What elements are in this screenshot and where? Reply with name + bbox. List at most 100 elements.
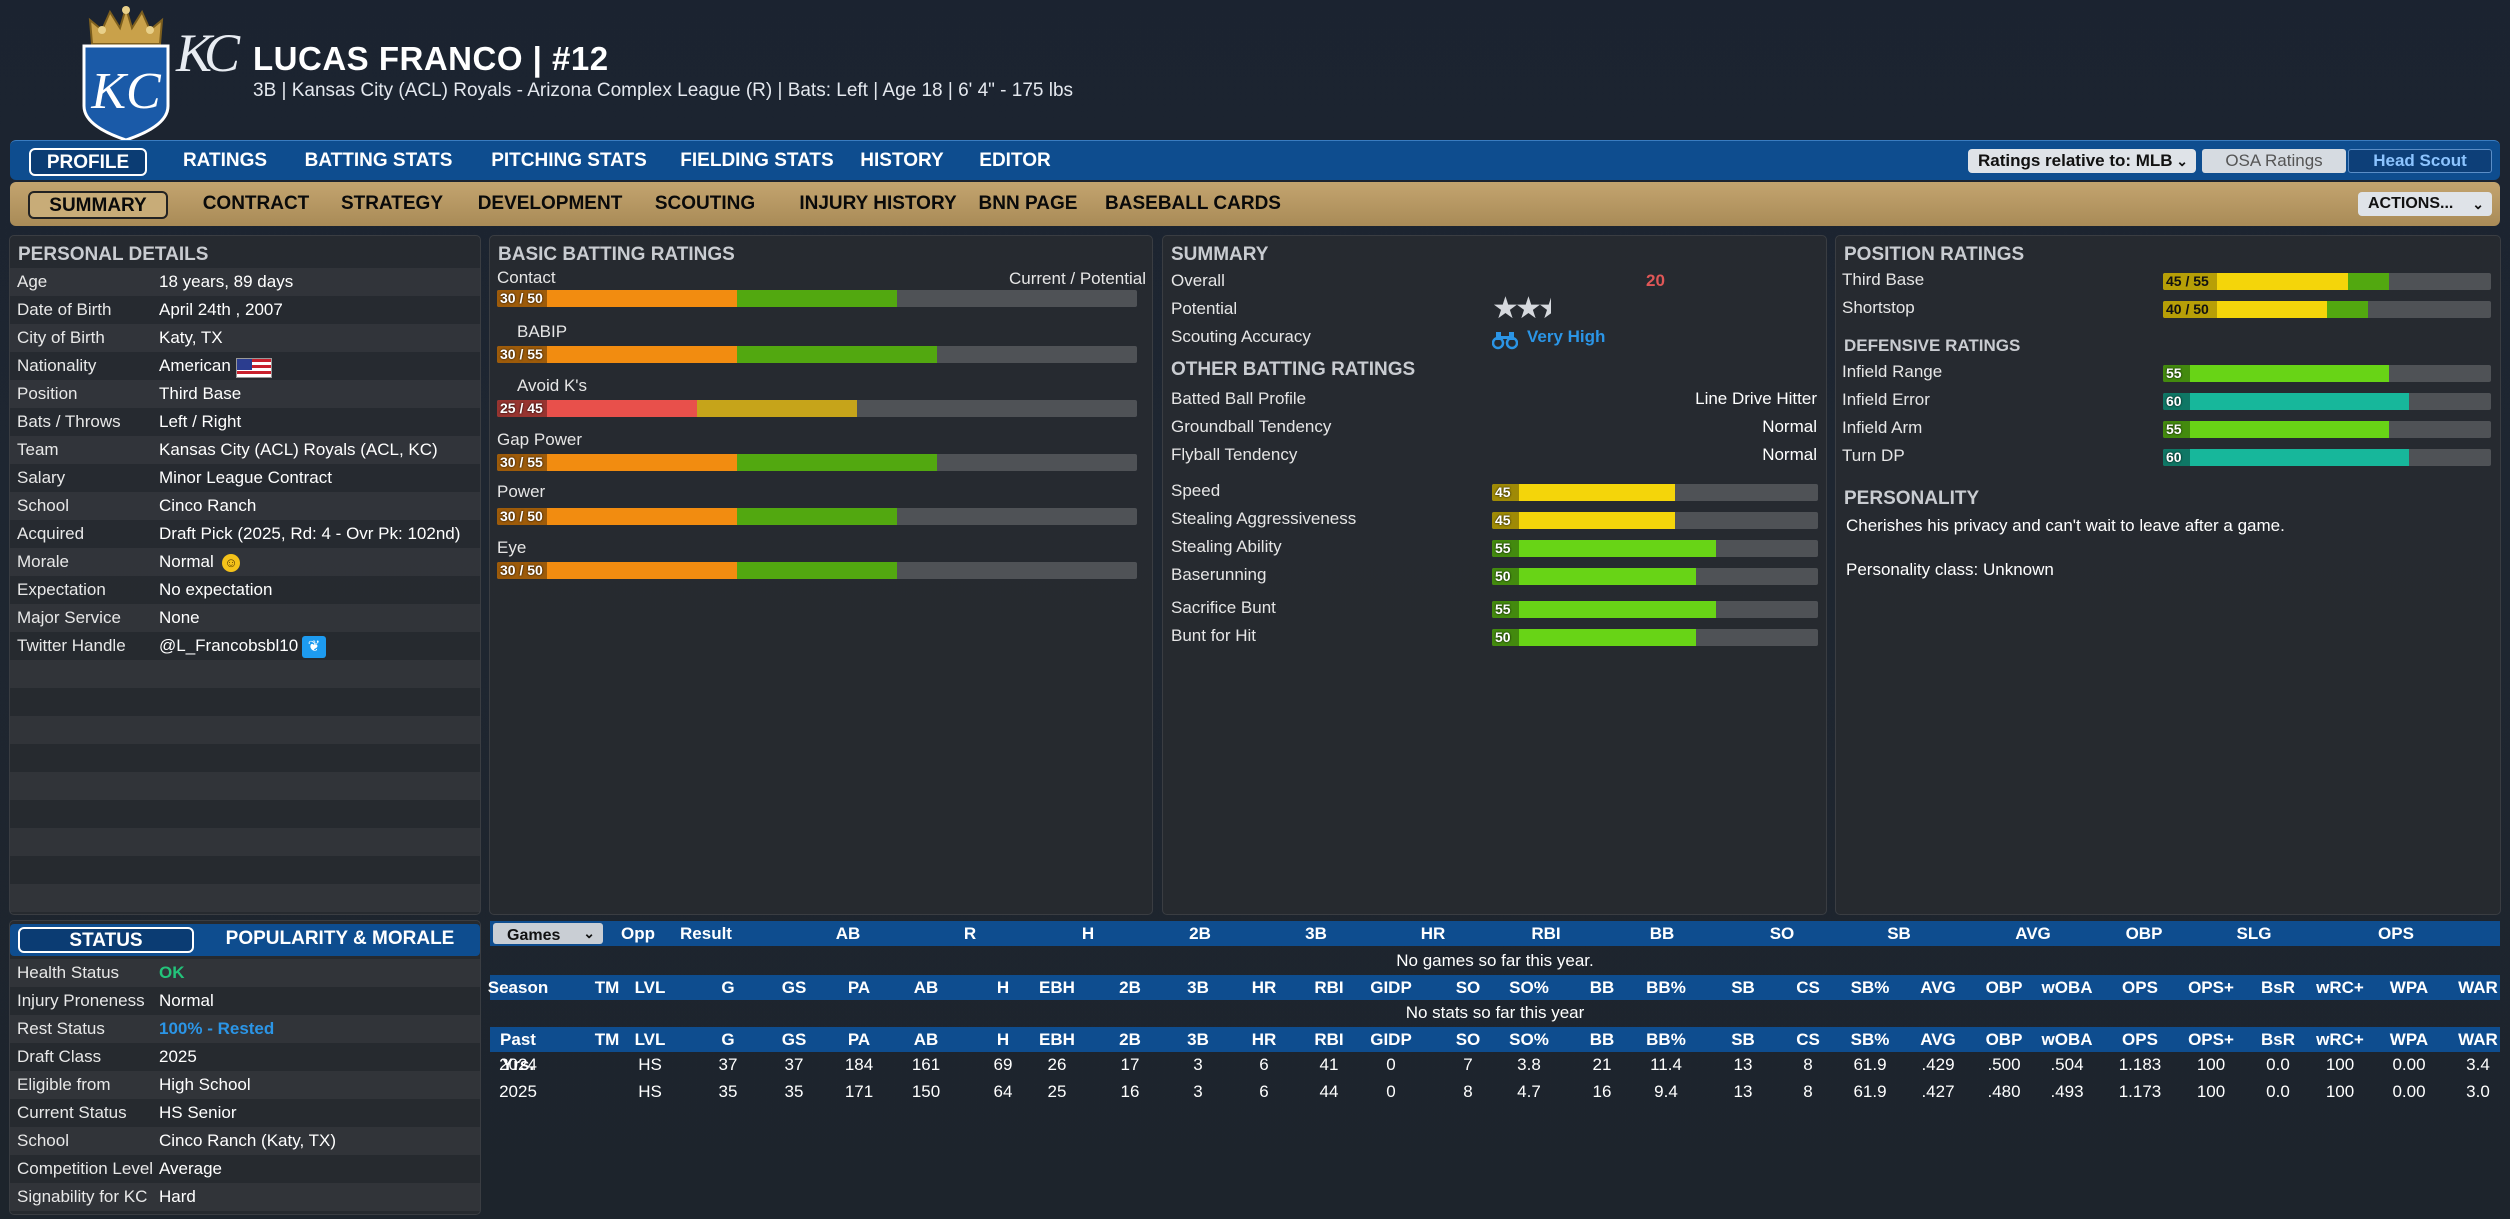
stats-col-header[interactable]: G [721, 978, 735, 997]
tab-status[interactable]: STATUS [18, 927, 194, 953]
tab-editor[interactable]: EDITOR [979, 150, 1051, 171]
stats-col-header[interactable]: Season [487, 978, 549, 997]
stats-col-header[interactable]: GS [781, 1030, 807, 1049]
games-col-header[interactable]: SO [1769, 924, 1795, 943]
stats-col-header[interactable]: EBH [1039, 978, 1075, 997]
stats-col-header[interactable]: AVG [1920, 1030, 1956, 1049]
games-col-header[interactable]: SLG [2236, 924, 2272, 943]
games-dropdown[interactable]: Games ⌄ [493, 923, 603, 944]
stats-col-header[interactable]: BsR [2260, 978, 2295, 997]
stats-col-header[interactable]: OPS+ [2188, 1030, 2234, 1049]
games-col-header[interactable]: AVG [2015, 924, 2051, 943]
stats-col-header[interactable]: SB [1731, 978, 1755, 997]
stats-col-header[interactable]: H [996, 1030, 1010, 1049]
tab-pitching-stats[interactable]: PITCHING STATS [491, 150, 647, 171]
tab-popularity-morale[interactable]: POPULARITY & MORALE [225, 928, 455, 949]
games-col-header[interactable]: H [1081, 924, 1095, 943]
tab-batting-stats[interactable]: BATTING STATS [304, 150, 453, 171]
tab-fielding-stats[interactable]: FIELDING STATS [680, 150, 834, 171]
stats-col-header[interactable]: SO [1455, 978, 1481, 997]
games-col-header[interactable]: SB [1887, 924, 1911, 943]
tab-profile[interactable]: PROFILE [29, 148, 147, 176]
stats-col-header[interactable]: BB [1589, 1030, 1615, 1049]
tab-strategy[interactable]: STRATEGY [340, 193, 444, 214]
stats-col-header[interactable]: TM [594, 978, 620, 997]
tab-ratings[interactable]: RATINGS [182, 150, 268, 171]
games-col-header[interactable]: RBI [1531, 924, 1561, 943]
ratings-relative-dropdown[interactable]: Ratings relative to: MLB ⌄ [1968, 149, 2196, 173]
tab-history[interactable]: HISTORY [860, 150, 944, 171]
no-stats-message: No stats so far this year [1405, 1003, 1585, 1022]
tab-baseball-cards[interactable]: BASEBALL CARDS [1105, 193, 1281, 214]
tab-bnn-page[interactable]: BNN PAGE [978, 193, 1078, 214]
actions-dropdown[interactable]: ACTIONS... ⌄ [2358, 192, 2492, 216]
games-col-header[interactable]: R [963, 924, 977, 943]
tab-summary[interactable]: SUMMARY [28, 191, 168, 219]
stats-col-header[interactable]: H [996, 978, 1010, 997]
stats-col-header[interactable]: wOBA [2041, 1030, 2093, 1049]
stats-col-header[interactable]: 3B [1187, 978, 1209, 997]
stats-col-header[interactable]: HR [1251, 978, 1277, 997]
stats-col-header[interactable]: TM [594, 1030, 620, 1049]
stats-col-header[interactable]: GS [781, 978, 807, 997]
games-col-header[interactable]: 3B [1305, 924, 1327, 943]
stats-col-header[interactable]: wRC+ [2316, 978, 2364, 997]
head-scout-toggle[interactable]: Head Scout [2348, 149, 2492, 173]
games-col-header[interactable]: BB [1649, 924, 1675, 943]
stats-col-header[interactable]: wOBA [2041, 978, 2093, 997]
stats-col-header[interactable]: SB% [1850, 978, 1890, 997]
stats-col-header[interactable]: OPS [2122, 1030, 2158, 1049]
stats-col-header[interactable]: CS [1796, 978, 1820, 997]
stats-col-header[interactable]: RBI [1314, 1030, 1344, 1049]
games-col-header[interactable]: 2B [1189, 924, 1211, 943]
stats-col-header[interactable]: AVG [1920, 978, 1956, 997]
stats-col-header[interactable]: 2B [1119, 978, 1141, 997]
games-col-header[interactable]: Opp [621, 924, 655, 943]
stats-col-header[interactable]: SB% [1850, 1030, 1890, 1049]
games-col-header[interactable]: OBP [2125, 924, 2163, 943]
stats-col-header[interactable]: LVL [634, 1030, 666, 1049]
stats-col-header[interactable]: BB% [1646, 1030, 1686, 1049]
stats-col-header[interactable]: SO [1455, 1030, 1481, 1049]
stats-col-header[interactable]: Past Yrs. [500, 1030, 536, 1074]
stats-col-header[interactable]: SO% [1509, 978, 1549, 997]
tab-development[interactable]: DEVELOPMENT [477, 193, 623, 214]
stats-col-header[interactable]: wRC+ [2316, 1030, 2364, 1049]
stats-col-header[interactable]: WPA [2389, 1030, 2429, 1049]
stats-col-header[interactable]: AB [913, 978, 939, 997]
stats-col-header[interactable]: LVL [634, 978, 666, 997]
stats-col-header[interactable]: OPS+ [2188, 978, 2234, 997]
stats-col-header[interactable]: SO% [1509, 1030, 1549, 1049]
tab-injury-history[interactable]: INJURY HISTORY [799, 193, 957, 214]
stats-col-header[interactable]: RBI [1314, 978, 1344, 997]
stats-col-header[interactable]: OPS [2122, 978, 2158, 997]
osa-ratings-toggle[interactable]: OSA Ratings [2202, 149, 2346, 173]
stats-col-header[interactable]: G [721, 1030, 735, 1049]
tab-scouting[interactable]: SCOUTING [654, 193, 756, 214]
stats-col-header[interactable]: WAR [2458, 978, 2498, 997]
stats-col-header[interactable]: OBP [1985, 978, 2023, 997]
games-col-header[interactable]: OPS [2378, 924, 2414, 943]
stats-col-header[interactable]: PA [847, 978, 871, 997]
stats-col-header[interactable]: GIDP [1370, 1030, 1412, 1049]
stats-col-header[interactable]: BsR [2260, 1030, 2295, 1049]
games-col-header[interactable]: AB [835, 924, 861, 943]
stats-col-header[interactable]: CS [1796, 1030, 1820, 1049]
stats-col-header[interactable]: 2B [1119, 1030, 1141, 1049]
stats-col-header[interactable]: WAR [2458, 1030, 2498, 1049]
games-col-header[interactable]: Result [680, 924, 732, 943]
games-col-header[interactable]: HR [1420, 924, 1446, 943]
stats-col-header[interactable]: HR [1251, 1030, 1277, 1049]
stats-col-header[interactable]: SB [1731, 1030, 1755, 1049]
stats-col-header[interactable]: AB [913, 1030, 939, 1049]
stats-col-header[interactable]: 3B [1187, 1030, 1209, 1049]
stats-col-header[interactable]: PA [847, 1030, 871, 1049]
stats-col-header[interactable]: OBP [1985, 1030, 2023, 1049]
tab-contract[interactable]: CONTRACT [202, 193, 310, 214]
twitter-icon[interactable]: ❦ [302, 636, 326, 658]
stats-col-header[interactable]: BB [1589, 978, 1615, 997]
stats-col-header[interactable]: WPA [2389, 978, 2429, 997]
stats-col-header[interactable]: BB% [1646, 978, 1686, 997]
stats-col-header[interactable]: GIDP [1370, 978, 1412, 997]
stats-col-header[interactable]: EBH [1039, 1030, 1075, 1049]
